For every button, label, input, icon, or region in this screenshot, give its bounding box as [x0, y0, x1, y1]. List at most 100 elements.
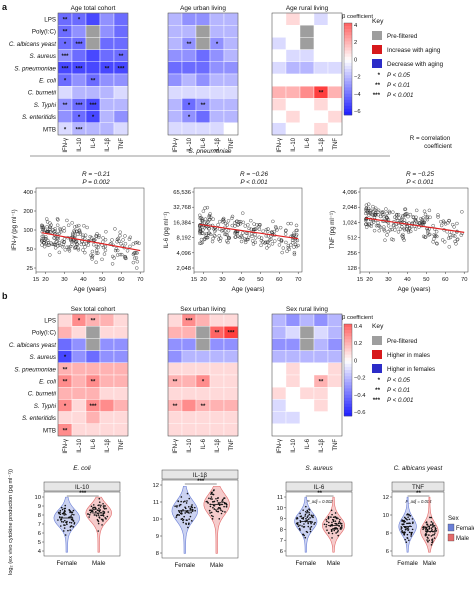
- scatter-point: [226, 219, 231, 223]
- violin-point: [301, 525, 303, 527]
- scatter-point: [223, 232, 227, 237]
- scatter-frame: [35, 187, 145, 273]
- violin-point: [95, 515, 98, 517]
- heatmap-cell: [299, 85, 315, 99]
- scatter-point: [73, 246, 77, 250]
- violin-point: [64, 524, 66, 526]
- heatmap-cell: [285, 350, 301, 364]
- violin-point: [212, 506, 214, 509]
- y-tick-label: 128: [347, 266, 357, 272]
- violin-point: [64, 504, 67, 507]
- scatter-point: [230, 216, 234, 221]
- heatmap-cell: [85, 350, 101, 364]
- scatter-point: [293, 242, 298, 247]
- scatter-point: [364, 211, 368, 216]
- heatmap-cell: [223, 73, 239, 87]
- scatter-point: [447, 218, 451, 223]
- scatter-point: [84, 241, 88, 246]
- heatmap-cell: [327, 338, 343, 351]
- heatmap-border: [271, 313, 343, 437]
- heatmap-star: **: [187, 42, 192, 48]
- scatter-point: [135, 266, 139, 270]
- colorbar-step: [344, 102, 352, 107]
- violin-point: [187, 511, 189, 514]
- heatmap-cell: [181, 49, 197, 62]
- scatter-point: [455, 221, 459, 226]
- scatter-point: [223, 221, 228, 226]
- scatter-point: [367, 202, 371, 206]
- heatmap-cell: [299, 326, 315, 339]
- heatmap-star: *: [92, 115, 95, 121]
- scatter-point: [284, 228, 288, 232]
- scatter-point: [401, 214, 405, 218]
- violin-point: [211, 518, 214, 520]
- scatter-point: [383, 238, 387, 242]
- scatter-point: [416, 223, 420, 227]
- scatter-point: [90, 255, 94, 259]
- group-label: Male: [327, 560, 341, 567]
- violin-point: [220, 509, 222, 512]
- scatter-point: [250, 239, 255, 243]
- heatmap-cell: [313, 313, 329, 327]
- heatmap-star: *: [64, 355, 67, 361]
- scatter-point: [393, 215, 397, 219]
- violin-point: [325, 523, 328, 526]
- scatter-point: [376, 213, 380, 217]
- scatter-point: [225, 233, 229, 237]
- scatter-point: [376, 223, 380, 228]
- scatter-point: [77, 223, 81, 228]
- heatmap-cell: [71, 73, 87, 87]
- scatter-point: [387, 211, 392, 215]
- scatter-point: [401, 236, 405, 241]
- violin-point: [70, 515, 73, 517]
- cytokine-name: TNF: [412, 484, 424, 491]
- violin-point: [338, 520, 341, 523]
- violin-point: [305, 505, 307, 508]
- scatter-point: [290, 241, 295, 245]
- heatmap-cell: [99, 350, 115, 364]
- scatter-point: [413, 218, 417, 223]
- heatmap-col-label: TNF: [229, 439, 235, 451]
- scatter-point: [385, 211, 389, 216]
- colorbar-frame: [343, 22, 353, 116]
- heatmap-col-label: TNF: [119, 439, 125, 451]
- violin-point: [221, 510, 224, 513]
- scatter-point: [422, 209, 427, 213]
- key-swatch: [372, 59, 382, 68]
- violin-point: [101, 524, 103, 526]
- key-label: Decrease with aging: [387, 61, 444, 68]
- scatter-point: [390, 227, 394, 232]
- scatter-point: [233, 231, 237, 235]
- colorbar-tick: −0.4: [354, 393, 366, 399]
- heatmap-cell: [223, 350, 239, 364]
- scatter-point: [241, 231, 245, 235]
- heatmap-cell: [285, 423, 301, 437]
- violin-point: [70, 518, 73, 521]
- heatmap-cell: [285, 374, 301, 388]
- heatmap-col-label: IL-6: [305, 137, 311, 148]
- scatter-point: [404, 212, 408, 216]
- heatmap-star: *: [64, 79, 67, 85]
- heatmap-row-label: S. Typhi: [34, 403, 57, 410]
- heatmap-col-label: IL-6: [91, 137, 97, 148]
- scatter-point: [211, 217, 215, 221]
- heatmap-border: [167, 12, 239, 136]
- violin-point: [63, 511, 66, 513]
- scatter-point: [432, 233, 436, 237]
- x-tick-label: 50: [257, 277, 263, 283]
- scatter-point: [199, 237, 204, 242]
- key-label: Higher in males: [387, 352, 430, 359]
- heatmap-star: *: [188, 103, 191, 109]
- scatter-point: [406, 214, 410, 219]
- scatter-point: [395, 225, 399, 229]
- colorbar-step: [344, 366, 352, 371]
- key-swatch: [372, 31, 382, 40]
- violin-point: [63, 527, 66, 529]
- violin-point: [341, 527, 343, 529]
- violin-point: [185, 519, 188, 521]
- scatter-point: [427, 208, 432, 213]
- y-tick-label: 400: [23, 190, 33, 196]
- heatmap-col-label: IFN-γ: [63, 138, 69, 153]
- y-tick-label: 10: [153, 517, 159, 523]
- corr-note: coefficient: [424, 143, 452, 150]
